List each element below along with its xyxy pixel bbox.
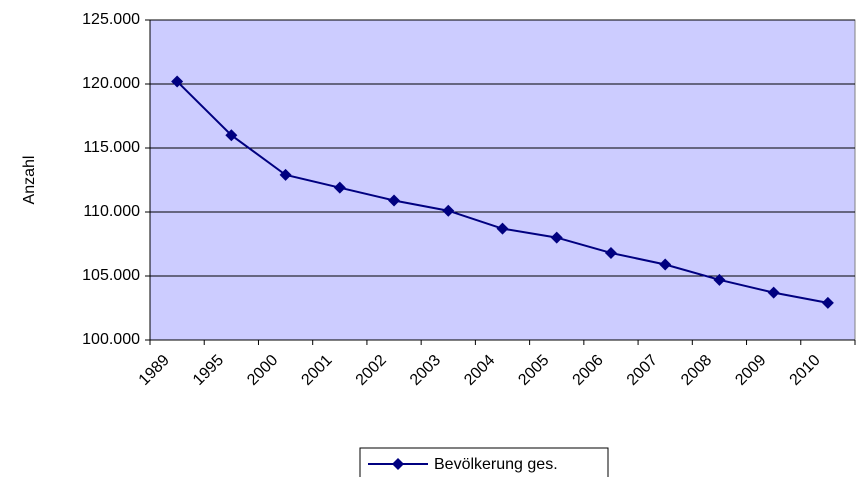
x-tick-label: 1995: [190, 352, 227, 389]
data-point: [659, 258, 672, 271]
x-tick-label: 2008: [678, 352, 715, 389]
y-tick-label: 115.000: [83, 139, 140, 156]
x-tick-label: 2004: [461, 352, 498, 389]
y-tick-label: 100.000: [82, 331, 140, 348]
data-point: [388, 194, 401, 207]
y-tick-label: 110.000: [83, 203, 140, 220]
x-tick-label: 1989: [136, 352, 173, 389]
x-tick-label: 2010: [787, 352, 824, 389]
x-tick-label: 2007: [624, 352, 661, 389]
data-point: [333, 181, 346, 194]
y-axis-label: Anzahl: [21, 156, 38, 205]
y-tick-label: 120.000: [82, 75, 140, 92]
x-tick-label: 2005: [515, 352, 552, 389]
data-point: [171, 75, 184, 88]
x-tick-label: 2000: [244, 352, 281, 389]
x-tick-label: 2009: [732, 352, 769, 389]
legend: Bevölkerung ges.: [359, 447, 609, 477]
legend-label: Bevölkerung ges.: [434, 456, 558, 473]
x-tick-label: 2006: [570, 352, 607, 389]
y-tick-label: 125.000: [82, 11, 140, 28]
x-tick-label: 2002: [353, 352, 390, 389]
x-tick-label: 2003: [407, 352, 444, 389]
legend-marker: [392, 458, 404, 470]
data-point: [279, 168, 292, 181]
data-point: [442, 204, 455, 217]
data-point: [496, 222, 509, 235]
data-point: [767, 286, 780, 299]
data-point: [713, 273, 726, 286]
y-tick-label: 105.000: [82, 267, 140, 284]
data-point: [550, 231, 563, 244]
plot-area: [149, 19, 856, 341]
data-point: [821, 296, 834, 309]
x-tick-label: 2001: [298, 352, 335, 389]
data-point: [225, 129, 238, 142]
data-point: [604, 246, 617, 259]
